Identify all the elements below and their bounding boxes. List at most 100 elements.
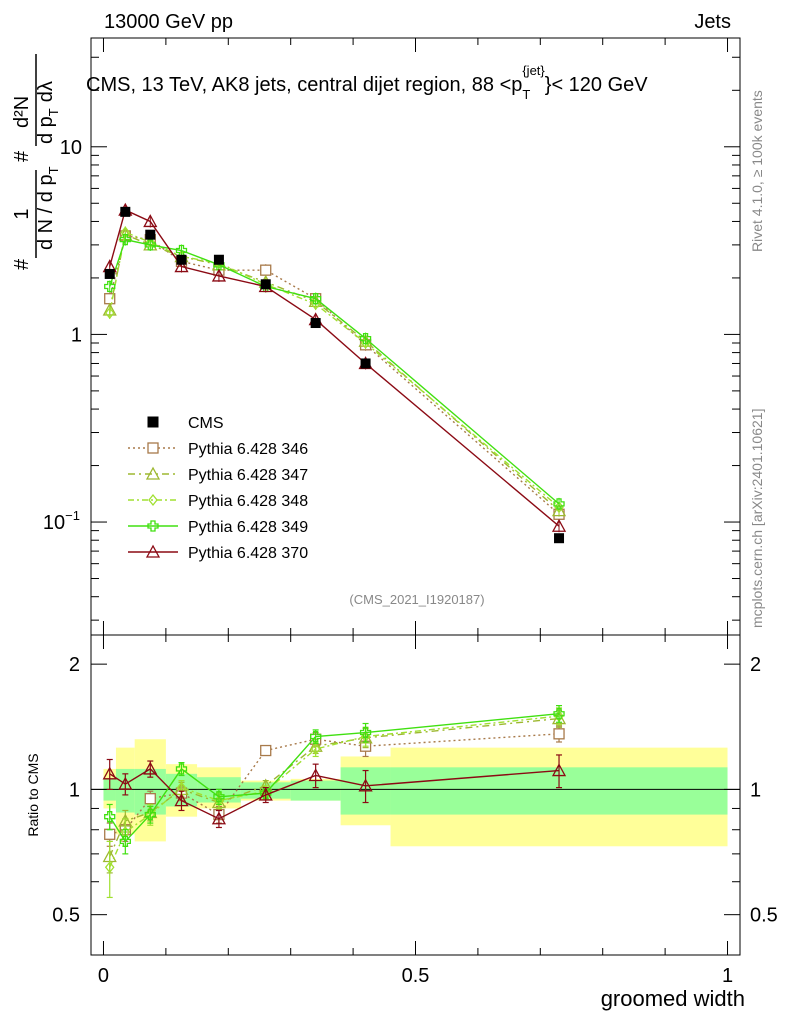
rivet-version: Rivet 4.1.0, ≥ 100k events	[749, 90, 765, 252]
series-line-2	[109, 231, 560, 508]
x-tick-label: 0.5	[402, 965, 430, 987]
ratio-point-4	[551, 763, 567, 777]
header-jets: Jets	[694, 11, 731, 33]
series-point-4	[174, 259, 189, 273]
ratio-y-tick-label-right: 2	[750, 654, 761, 676]
cms-data-point	[554, 533, 565, 544]
series-line-0	[109, 235, 560, 515]
ratio-point-0	[260, 744, 272, 757]
ratio-point-0	[104, 828, 116, 840]
legend-label: Pythia 6.428 347	[188, 467, 308, 484]
tick-labels: 0 0.5 1 10 1 10−1 0.5 0.5 1 1 2 2	[43, 137, 778, 987]
svg-text:d pTdλ: d pTdλ	[35, 81, 61, 144]
legend-marker	[145, 466, 161, 480]
y-axis-label: # 1 d N / d pT # d²N d pTdλ	[11, 54, 61, 270]
mcplots-credit: mcplots.cern.ch [arXiv:2401.10621]	[749, 409, 765, 628]
series-point-3	[310, 293, 322, 305]
series-point-3	[144, 239, 156, 251]
ratio-y-tick-label-right: 1	[750, 779, 761, 801]
plot-title: CMS, 13 TeV, AK8 jets, central dijet reg…	[86, 63, 648, 102]
series-line-3	[109, 238, 560, 505]
ratio-point-3	[553, 708, 565, 720]
ratio-point-3	[260, 787, 272, 799]
band-inner-6	[290, 780, 341, 801]
ratio-point-4	[118, 776, 133, 790]
ratio-y-tick-label-left: 2	[69, 654, 80, 676]
ratio-y-label: Ratio to CMS	[25, 753, 41, 836]
y-tick-label: 1	[71, 324, 82, 346]
ratio-point-4	[358, 778, 373, 792]
svg-text:d²N: d²N	[11, 96, 33, 128]
axis-ticks	[91, 38, 740, 955]
legend-marker	[148, 493, 158, 507]
ratio-point-3	[310, 730, 322, 743]
svg-text:#: #	[11, 150, 33, 162]
ratio-point-4	[143, 761, 158, 775]
series-point-4	[551, 518, 567, 532]
legend-marker	[145, 544, 161, 558]
analysis-id: (CMS_2021_I1920187)	[349, 592, 484, 607]
plot-title-sup: {jet}	[522, 63, 545, 78]
series-point-3	[359, 332, 372, 345]
plot-title-tail: }< 120 GeV	[545, 74, 649, 96]
series-point-3	[104, 280, 116, 293]
ratio-point-0	[553, 728, 565, 740]
legend-label: CMS	[188, 415, 224, 432]
ratio-point-3	[144, 808, 156, 821]
series-point-3	[553, 498, 565, 510]
ratio-y-tick-label-left: 1	[69, 779, 80, 801]
legend-marker	[147, 520, 159, 532]
header-energy: 13000 GeV pp	[104, 11, 233, 33]
ratio-point-4	[308, 768, 323, 782]
ratio-point-4	[258, 787, 273, 801]
legend-marker	[147, 442, 159, 454]
uncertainty-bands	[103, 739, 728, 847]
series-point-4	[211, 268, 227, 282]
plot-title-main: CMS, 13 TeV, AK8 jets, central dijet reg…	[86, 74, 522, 96]
x-axis-label: groomed width	[601, 986, 745, 1011]
cms-data-point	[104, 268, 115, 279]
ratio-point-3	[119, 835, 131, 848]
series-point-3	[119, 233, 131, 246]
ratio-y-tick-label-left: 0.5	[52, 905, 80, 927]
x-tick-label: 0	[98, 965, 109, 987]
legend-marker	[147, 416, 159, 428]
plot-title-sub: T	[522, 87, 530, 102]
cms-data-point	[176, 254, 187, 265]
cms-data-point	[310, 318, 321, 329]
cms-data-point	[120, 206, 131, 217]
ratio-point-3	[213, 791, 225, 803]
ratio-point-0	[144, 793, 156, 805]
series-point-4	[143, 214, 158, 228]
series-point-0	[260, 264, 272, 276]
legend-label: Pythia 6.428 370	[188, 545, 308, 562]
ratio-point-2	[310, 743, 321, 756]
data-points	[104, 206, 565, 544]
ratio-point-3	[175, 763, 188, 775]
ratio-point-3	[104, 811, 116, 823]
series-point-2	[104, 306, 115, 320]
y-tick-label: 10	[60, 137, 82, 159]
cms-data-point	[260, 279, 271, 290]
legend-label: Pythia 6.428 349	[188, 519, 308, 536]
y-tick-label: 10−1	[43, 508, 80, 534]
svg-text:#: #	[11, 258, 33, 270]
svg-text:1: 1	[11, 208, 33, 219]
ratio-y-tick-label-right: 0.5	[750, 905, 778, 927]
x-tick-label: 1	[722, 965, 733, 987]
series-point-1	[551, 503, 567, 517]
ratio-point-3	[359, 726, 372, 739]
svg-text:d N / d pT: d N / d pT	[35, 166, 61, 250]
ratio-point-2	[104, 861, 115, 874]
cms-data-point	[145, 229, 156, 240]
ratio-point-4	[211, 811, 227, 825]
cms-data-point	[360, 358, 371, 369]
ratio-point-4	[102, 766, 117, 780]
legend: CMS Pythia 6.428 346 Pythia 6.428 347 Pythi…	[128, 415, 308, 562]
ratio-point-4	[174, 793, 189, 807]
cms-data-point	[213, 254, 224, 265]
legend-label: Pythia 6.428 346	[188, 441, 308, 458]
legend-label: Pythia 6.428 348	[188, 493, 308, 510]
series-point-2	[310, 298, 321, 311]
